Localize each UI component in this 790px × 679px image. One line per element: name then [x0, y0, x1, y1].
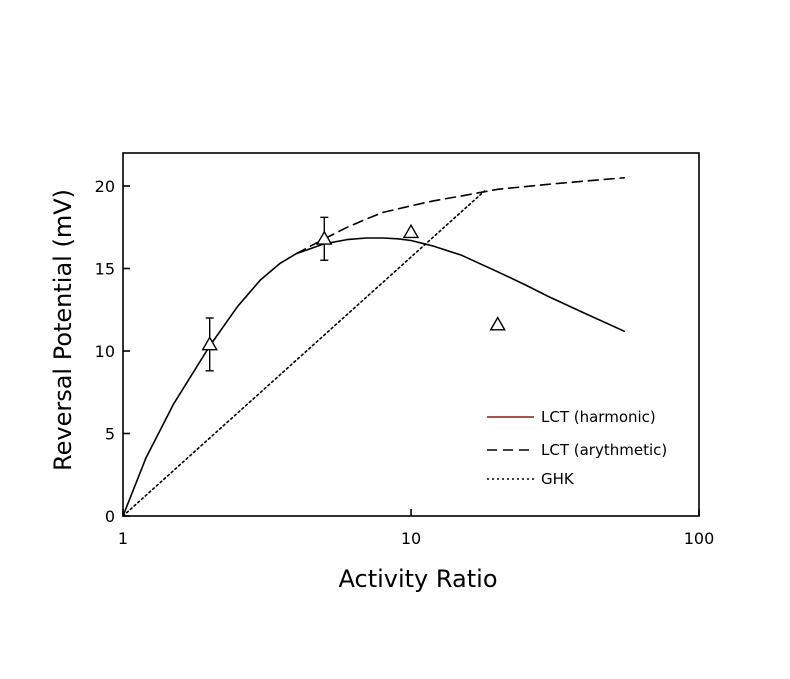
legend-label-harmonic: LCT (harmonic) [541, 408, 656, 426]
legend-label-arythmetic: LCT (arythmetic) [541, 441, 667, 459]
legend: LCT (harmonic) LCT (arythmetic) GHK [487, 408, 667, 488]
series-layer [122, 177, 626, 517]
x-tick-label: 100 [684, 529, 715, 548]
y-axis-title: Reversal Potential (mV) [49, 189, 77, 471]
y-tick-label: 10 [95, 342, 115, 361]
series-line-ghk [122, 190, 486, 517]
x-axis: 1 10 100 [118, 509, 714, 548]
series-line-lct-arythmetic [295, 177, 626, 255]
y-tick-label: 15 [95, 260, 115, 279]
data-point-triangle [316, 230, 333, 245]
y-tick-label: 0 [105, 507, 115, 526]
data-point-triangle [489, 316, 506, 331]
x-tick-label: 10 [401, 529, 421, 548]
data-point-triangle [201, 335, 218, 351]
data-points [201, 216, 506, 372]
y-tick-label: 5 [105, 425, 115, 444]
y-axis: 0 5 10 15 20 [95, 177, 130, 526]
legend-label-ghk: GHK [541, 470, 575, 488]
x-axis-title: Activity Ratio [339, 565, 498, 593]
x-tick-label: 1 [118, 529, 128, 548]
series-line-lct-harmonic [122, 237, 626, 517]
y-tick-label: 20 [95, 177, 115, 196]
data-point-triangle [402, 223, 420, 239]
